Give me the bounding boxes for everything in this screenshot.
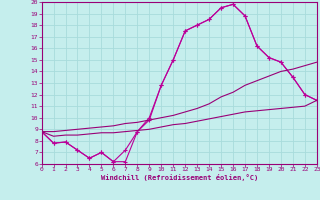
X-axis label: Windchill (Refroidissement éolien,°C): Windchill (Refroidissement éolien,°C) bbox=[100, 174, 258, 181]
